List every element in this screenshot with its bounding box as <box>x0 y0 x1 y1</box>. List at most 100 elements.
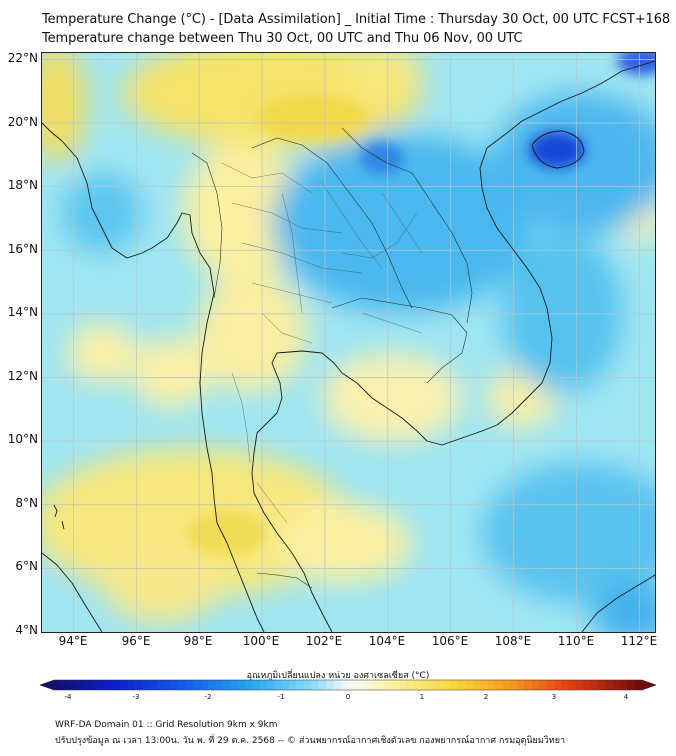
colorbar-cell <box>215 680 224 690</box>
colorbar-min-arrow <box>40 680 54 690</box>
cold-core-hainan <box>529 132 585 168</box>
colorbar-cell <box>201 680 209 690</box>
lat-label-4n: 4°N <box>15 623 38 637</box>
colorbar-cell <box>495 680 503 690</box>
colorbar-cell <box>303 680 312 690</box>
lat-label-8n: 8°N <box>15 496 38 510</box>
colorbar-tick-0: 0 <box>345 693 351 701</box>
coastlines <box>42 60 655 632</box>
lat-label-18n: 18°N <box>7 178 38 192</box>
colorbar-tick-minus2: -2 <box>204 693 212 701</box>
colorbar-cell <box>619 680 628 690</box>
thailand-myanmar-border <box>191 152 223 299</box>
colorbar-title: อุณหภูมิเปลี่ยนแปลง หน่วย องศาเซลเซียส (… <box>246 671 430 681</box>
colorbar-cell <box>90 680 99 690</box>
lat-label-16n: 16°N <box>7 242 38 256</box>
colorbar-cell <box>237 680 246 690</box>
colorbar-tick-minus3: -3 <box>132 693 140 701</box>
warm-core-south <box>187 511 267 555</box>
colorbar-cell <box>436 680 444 690</box>
colorbar-cell <box>524 680 533 690</box>
colorbar-tick-4: 4 <box>623 693 629 701</box>
laos-vietnam-border <box>341 127 473 324</box>
myanmar-bangladesh-coast <box>42 122 218 524</box>
colorbar-max-arrow <box>642 680 656 690</box>
colorbar-tick-2: 2 <box>483 693 489 701</box>
cold-area-bay-of-bengal <box>62 173 142 253</box>
colorbar-cell <box>406 680 415 690</box>
colorbar-cell <box>370 680 378 690</box>
colorbar-cell <box>120 680 128 690</box>
colorbar-outline <box>40 679 656 691</box>
peninsula-west-coast <box>216 522 265 632</box>
colorbar-cell <box>421 680 430 690</box>
map-title: Temperature Change (°C) - [Data Assimila… <box>42 12 671 27</box>
colorbar-cell <box>164 680 172 690</box>
lon-label-110e: 110°E <box>557 634 595 648</box>
colorbar-cell <box>178 680 187 690</box>
southern-border <box>256 572 313 589</box>
lon-label-98e: 98°E <box>183 634 213 648</box>
colorbar-cell <box>414 680 422 690</box>
colorbar-tick-minus4: -4 <box>64 693 72 701</box>
cambodia-vietnam-coast <box>341 60 655 446</box>
warm-core-north <box>257 96 367 140</box>
colorbar-cell <box>127 680 136 690</box>
cold-core-laos <box>360 142 404 174</box>
colorbar-cell <box>450 680 459 690</box>
colorbar-cell <box>149 680 158 690</box>
map-subtitle: Temperature change between Thu 30 Oct, 0… <box>42 31 523 46</box>
colorbar-cell <box>105 680 114 690</box>
colorbar-cell <box>296 680 305 690</box>
warm-area-south-centre <box>272 503 412 583</box>
colorbar-cell <box>274 680 283 690</box>
colorbar-cell <box>480 680 488 690</box>
hainan-island <box>531 130 585 169</box>
temperature-field-cores <box>187 53 655 555</box>
colorbar-cell <box>208 680 216 690</box>
province-lines <box>221 162 423 524</box>
lon-label-106e: 106°E <box>431 634 469 648</box>
colorbar-cell <box>590 680 599 690</box>
province-borders <box>221 162 423 524</box>
colorbar-cell <box>612 680 621 690</box>
lon-label-108e: 108°E <box>494 634 532 648</box>
graticule <box>42 53 655 632</box>
colorbar-tick-1: 1 <box>419 693 425 701</box>
colorbar-cell <box>223 680 231 690</box>
colorbar-cell <box>340 680 349 690</box>
colorbar-cell <box>325 680 334 690</box>
colorbar-cell <box>465 680 474 690</box>
colorbar-cell <box>83 680 92 690</box>
colorbar-tick-minus1: -1 <box>277 693 285 701</box>
cold-area-south-east <box>482 463 655 603</box>
colorbar-cell <box>76 680 84 690</box>
warm-area-north-east <box>342 53 422 103</box>
colorbar-cell <box>245 680 253 690</box>
warm-area-sea-west <box>132 338 212 408</box>
colorbar-cell <box>546 680 555 690</box>
lon-label-100e: 100°E <box>242 634 280 648</box>
colorbar-cell <box>259 680 268 690</box>
map-canvas <box>42 53 655 632</box>
colorbar-cell <box>634 680 643 690</box>
colorbar-cell <box>54 680 62 690</box>
colorbar-cell <box>193 680 202 690</box>
peninsula-east-coast <box>251 350 343 632</box>
colorbar-cell <box>68 680 77 690</box>
warm-area-north-west <box>42 53 87 163</box>
lon-label-96e: 96°E <box>121 634 151 648</box>
colorbar-cell <box>252 680 261 690</box>
colorbar-cell <box>428 680 437 690</box>
lon-label-104e: 104°E <box>368 634 406 648</box>
borneo-coast <box>581 574 655 632</box>
colorbar-cell <box>171 680 180 690</box>
colorbar-cell <box>575 680 584 690</box>
country-borders <box>191 127 473 589</box>
colorbar-cell <box>355 680 363 690</box>
colorbar-cell <box>384 680 393 690</box>
colorbar-cell <box>399 680 408 690</box>
colorbar-cell <box>134 680 143 690</box>
sumatra-coast <box>42 552 103 632</box>
colorbar-tick-3: 3 <box>551 693 557 701</box>
